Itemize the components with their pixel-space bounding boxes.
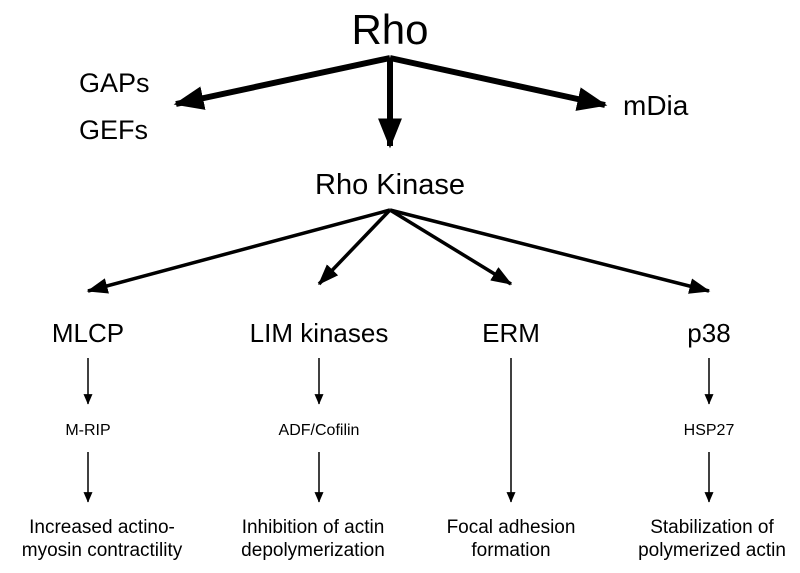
outcome-p38: Stabilization of polymerized actin	[638, 517, 786, 563]
arrow-kinase-to-p38	[389, 208, 711, 294]
target-p38-label: p38	[687, 318, 731, 348]
mdia-label: mDia	[623, 90, 689, 121]
outcome-p38-line-2: polymerized actin	[638, 539, 786, 561]
mid-adf-cofilin-label: ADF/Cofilin	[278, 422, 360, 439]
target-erm-label: ERM	[482, 318, 540, 348]
mid-hsp27-label: HSP27	[683, 422, 735, 439]
outcome-p38-line-1: Stabilization of	[650, 517, 774, 538]
rho-node-label: Rho	[351, 6, 429, 53]
arrow-kinase-to-erm	[389, 208, 513, 286]
target-mlcp-label: MLCP	[51, 318, 125, 348]
outcome-erm-line-2: formation	[471, 539, 551, 561]
outcome-lim-kinases-line-1: Inhibition of actin	[241, 517, 385, 538]
outcome-mlcp: Increased actino- myosin contractility	[22, 517, 183, 563]
gefs-label: GEFs	[79, 115, 149, 145]
target-lim-kinases-label: LIM kinases	[249, 318, 389, 348]
rho-kinase-label: Rho Kinase	[315, 169, 465, 201]
gaps-label: GAPs	[79, 68, 150, 98]
arrow-kinase-to-lim-kinases	[317, 208, 392, 286]
arrow-kinase-to-mlcp	[86, 208, 391, 294]
outcome-mlcp-line-1: Increased actino-	[29, 517, 175, 538]
arrow-rho-to-gaps-gefs	[173, 55, 391, 110]
outcome-lim-kinases-line-2: depolymerization	[241, 539, 385, 561]
outcome-erm-line-1: Focal adhesion	[446, 517, 576, 538]
outcome-mlcp-line-2: myosin contractility	[21, 539, 183, 561]
outcome-lim-kinases: Inhibition of actin depolymerization	[241, 517, 385, 563]
outcome-erm: Focal adhesion formation	[447, 517, 576, 563]
mid-mrip-label: M-RIP	[65, 422, 111, 439]
arrow-rho-to-mdia	[389, 55, 608, 111]
